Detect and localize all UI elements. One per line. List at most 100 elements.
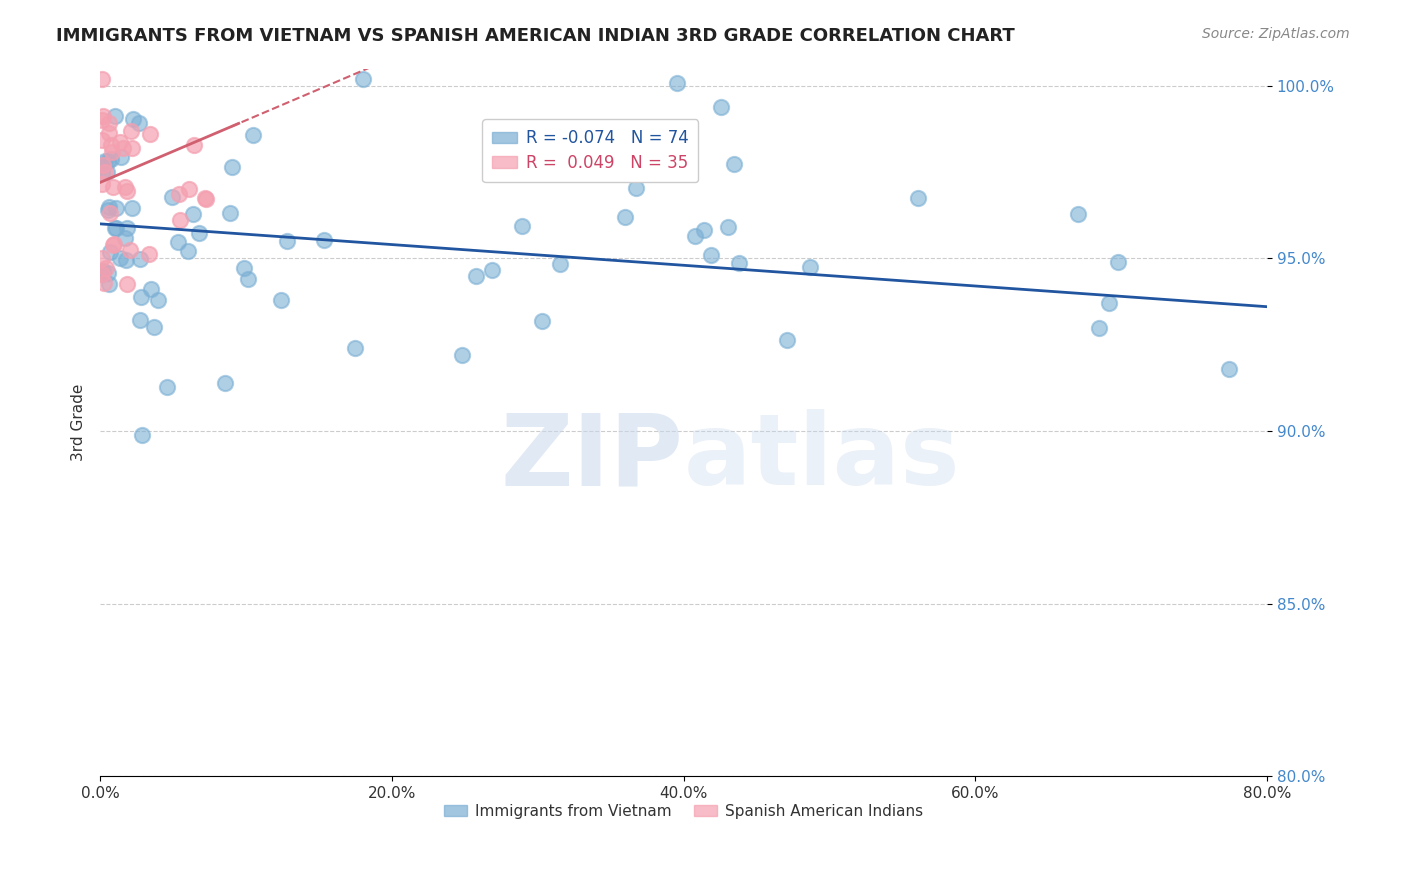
Point [167,235,190,249]
Point [110,150,132,164]
Point [717,220,740,235]
Point [108,136,131,150]
Point [1107,255,1129,269]
Point [114,253,136,268]
Point [727,255,749,269]
Point [710,100,733,114]
Point [169,187,191,202]
Point [97,266,120,280]
Point [548,257,571,271]
Point [121,141,143,155]
Point [1218,362,1240,376]
Point [139,127,162,141]
Point [131,427,153,442]
Point [100,152,122,166]
Point [93,154,115,169]
Point [105,201,128,215]
Point [219,206,242,220]
Point [1098,295,1121,310]
Point [98,244,121,259]
Point [233,260,256,275]
Point [510,219,533,233]
Point [692,223,714,237]
Point [183,138,205,153]
Point [614,210,637,224]
Point [907,191,929,205]
Point [188,226,211,240]
Point [181,207,204,221]
Point [112,141,135,155]
Point [143,319,166,334]
Point [98,205,121,219]
Point [270,293,292,307]
Point [91,109,114,123]
Point [530,314,553,328]
Point [162,190,184,204]
Point [129,312,152,326]
Point [138,247,160,261]
Point [108,251,131,265]
Point [97,201,120,215]
Point [103,179,125,194]
Point [465,268,488,283]
Y-axis label: 3rd Grade: 3rd Grade [72,384,86,461]
Point [90,112,112,127]
Point [276,234,298,248]
Point [91,267,114,281]
Point [104,221,127,235]
Point [97,115,120,129]
Point [96,153,118,168]
Point [103,237,125,252]
Point [90,166,112,180]
Point [451,348,474,362]
Text: ZIP: ZIP [501,409,683,507]
Point [101,145,124,159]
Point [115,221,138,235]
Point [626,181,648,195]
Point [105,220,128,235]
Point [121,112,143,126]
Point [343,342,366,356]
Point [236,271,259,285]
Point [120,243,142,257]
Point [195,192,218,206]
Point [97,126,120,140]
Point [312,233,335,247]
Point [91,251,114,265]
Point [683,229,706,244]
Point [1067,207,1090,221]
Point [98,277,121,291]
Point [90,178,112,192]
Point [91,158,114,172]
Point [194,191,217,205]
Point [221,160,243,174]
Point [156,380,179,394]
Point [665,76,688,90]
Point [146,293,169,307]
Point [115,277,138,291]
Point [169,213,191,227]
Point [114,231,136,245]
Point [94,165,117,179]
Point [129,290,152,304]
Text: atlas: atlas [683,409,960,507]
Point [120,124,142,138]
Point [723,156,745,170]
Point [799,260,821,274]
Point [101,238,124,252]
Point [177,244,200,258]
Point [352,71,374,86]
Point [90,71,112,86]
Point [128,116,150,130]
Text: IMMIGRANTS FROM VIETNAM VS SPANISH AMERICAN INDIAN 3RD GRADE CORRELATION CHART: IMMIGRANTS FROM VIETNAM VS SPANISH AMERI… [56,27,1015,45]
Legend: Immigrants from Vietnam, Spanish American Indians: Immigrants from Vietnam, Spanish America… [439,798,929,825]
Point [579,133,602,147]
Point [214,376,236,391]
Point [121,202,143,216]
Point [114,180,136,194]
Text: Source: ZipAtlas.com: Source: ZipAtlas.com [1202,27,1350,41]
Point [481,263,503,277]
Point [177,182,200,196]
Point [91,264,114,278]
Point [104,109,127,123]
